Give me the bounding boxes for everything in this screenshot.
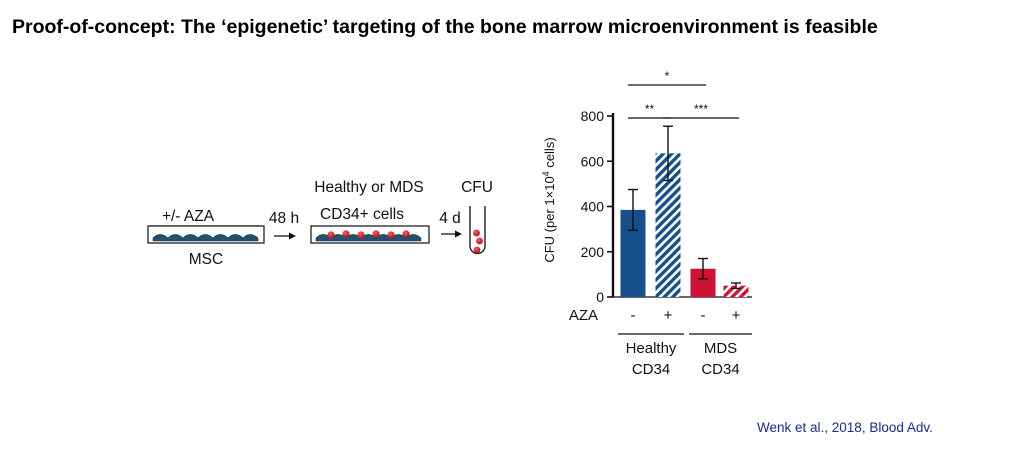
aza-sign-label: - (701, 307, 706, 324)
colony (473, 246, 481, 254)
aza-sign-label: - (631, 307, 636, 324)
citation: Wenk et al., 2018, Blood Adv. (757, 420, 933, 435)
colony (476, 237, 483, 245)
significance-label: * (665, 69, 670, 83)
coculture-label-line2: CD34+ cells (320, 206, 404, 223)
aza-sign-label: + (664, 307, 673, 324)
significance-label: ** (645, 102, 655, 116)
group-label-line2: CD34 (701, 361, 739, 378)
arrow-2-head (455, 230, 462, 238)
group-label-line2: CD34 (632, 361, 670, 378)
significance-label: *** (694, 102, 708, 116)
time-4d-label: 4 d (439, 210, 461, 227)
y-tick-label: 800 (581, 108, 605, 124)
y-tick-label: 200 (581, 244, 605, 260)
aza-row-label: AZA (569, 307, 598, 324)
y-tick-label: 0 (596, 289, 604, 305)
cd34-cell (327, 231, 335, 239)
slide-title: Proof-of-concept: The ‘epigenetic’ targe… (12, 16, 878, 38)
arrow-1-head (289, 232, 296, 240)
treatment-label: +/- AZA (162, 208, 215, 225)
colony (473, 229, 480, 237)
cd34-cell (357, 231, 365, 239)
y-tick-label: 600 (581, 153, 605, 169)
cd34-cell (372, 230, 380, 238)
y-tick-label: 400 (581, 199, 605, 215)
time-48h-label: 48 h (269, 210, 299, 227)
msc-label: MSC (189, 251, 223, 268)
hsc-cells (327, 230, 410, 239)
coculture-label-line1: Healthy or MDS (314, 179, 423, 196)
aza-sign-label: + (732, 307, 741, 324)
cfu-tube-label: CFU (461, 179, 493, 196)
bar (723, 285, 749, 297)
y-axis-label: CFU (per 1×104 cells) (541, 137, 557, 262)
group-label-line1: MDS (704, 340, 737, 357)
cd34-cell (402, 230, 410, 238)
cd34-cell (342, 230, 350, 238)
cd34-cell (387, 231, 395, 239)
group-label-line1: Healthy (626, 340, 677, 357)
msc-cell-layer (152, 234, 259, 242)
